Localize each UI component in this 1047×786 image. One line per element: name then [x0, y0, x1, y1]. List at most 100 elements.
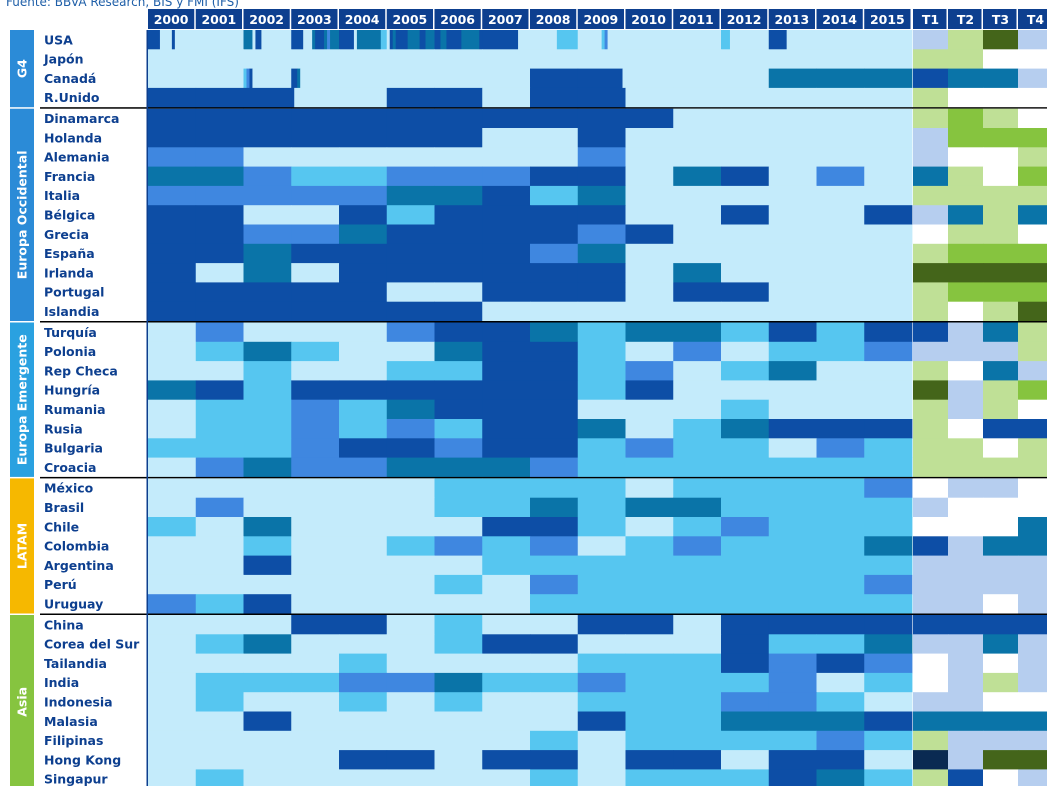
- heat-cell: [291, 301, 340, 322]
- heat-cell: [434, 128, 483, 148]
- heat-cell: [434, 594, 483, 614]
- quarter-cell: [913, 457, 949, 478]
- year-header-cell: [577, 9, 624, 29]
- heat-cell: [625, 730, 674, 751]
- heat-cell: [673, 361, 722, 381]
- year-header-cell: [243, 9, 290, 29]
- quarter-cell: [913, 399, 949, 420]
- heat-cell: [291, 380, 340, 401]
- heat-cell: [243, 399, 292, 420]
- heat-cell: [816, 224, 865, 245]
- quarter-cell: [913, 185, 949, 206]
- country-label: Alemania: [44, 150, 110, 165]
- heat-cell: [195, 49, 244, 69]
- quarter-cell: [913, 30, 949, 50]
- heat-cell: [195, 438, 244, 458]
- heat-cell: [601, 30, 606, 50]
- heat-cell: [864, 68, 913, 89]
- heat-cell: [577, 615, 626, 635]
- quarter-cell: [1018, 634, 1047, 654]
- heat-cell: [434, 497, 483, 518]
- heat-cell: [195, 692, 244, 712]
- heat-cell: [461, 30, 480, 50]
- country-label: Grecia: [44, 227, 89, 242]
- group-label: Europa Emergente: [15, 334, 30, 465]
- heat-cell: [482, 224, 531, 245]
- heat-cell: [386, 87, 435, 108]
- heat-cell: [148, 692, 197, 712]
- heat-cell: [252, 30, 256, 50]
- heat-cell: [673, 730, 722, 751]
- heat-cell: [864, 49, 913, 69]
- heat-cell: [816, 30, 865, 50]
- quarter-cell: [983, 653, 1019, 674]
- heat-cell: [386, 478, 435, 499]
- heat-cell: [434, 243, 483, 264]
- heat-cell: [195, 322, 244, 343]
- heat-cell: [148, 147, 197, 167]
- quarter-cell: [1018, 536, 1047, 556]
- heat-cell: [434, 322, 483, 343]
- heat-cell: [148, 711, 197, 732]
- heat-cell: [291, 692, 340, 712]
- heat-cell: [577, 692, 626, 712]
- quarter-cell: [1018, 224, 1047, 245]
- quarter-cell: [983, 224, 1019, 245]
- heat-cell: [816, 301, 865, 322]
- heat-cell: [864, 653, 913, 674]
- heat-cell: [482, 185, 531, 206]
- quarter-cell: [1018, 594, 1047, 614]
- heat-cell: [482, 301, 531, 322]
- heat-cell: [148, 536, 197, 556]
- heat-cell: [291, 419, 340, 439]
- country-label: Francia: [44, 169, 95, 184]
- heat-cell: [386, 672, 435, 693]
- heat-cell: [625, 692, 674, 712]
- heat-cell: [386, 322, 435, 343]
- quarter-cell: [983, 49, 1019, 69]
- heat-cell: [577, 361, 626, 381]
- quarter-cell: [948, 497, 984, 518]
- heat-cell: [339, 653, 388, 674]
- year-label: 2004: [345, 12, 380, 27]
- heat-cell: [577, 478, 626, 499]
- heat-cell: [482, 672, 531, 693]
- heat-cell: [195, 68, 244, 89]
- quarter-cell: [1018, 243, 1047, 264]
- heat-cell: [386, 692, 435, 712]
- quarter-cell: [983, 185, 1019, 206]
- quarter-cell: [913, 166, 949, 187]
- heat-cell: [243, 517, 292, 537]
- heat-cell: [768, 438, 817, 458]
- heat-cell: [673, 769, 722, 786]
- heat-cell: [195, 419, 244, 439]
- group-separator: [40, 107, 1047, 109]
- heat-cell: [148, 438, 197, 458]
- heat-cell: [434, 68, 483, 89]
- heat-cell: [577, 282, 626, 303]
- quarter-cell: [913, 730, 949, 751]
- country-label: Italia: [44, 188, 80, 203]
- year-label: 2005: [392, 12, 427, 27]
- heat-cell: [816, 108, 865, 129]
- heat-cell: [673, 438, 722, 458]
- heat-cell: [434, 263, 483, 283]
- quarter-cell: [948, 341, 984, 362]
- heat-cell: [721, 478, 770, 499]
- heat-cell: [864, 166, 913, 187]
- country-label: Portugal: [44, 285, 104, 300]
- heat-cell: [864, 692, 913, 712]
- heat-cell: [339, 87, 388, 108]
- heat-cell: [816, 147, 865, 167]
- group-label: Europa Occidental: [15, 151, 30, 280]
- heat-cell: [148, 517, 197, 537]
- heat-cell: [721, 185, 770, 206]
- heat-cell: [577, 574, 626, 595]
- heat-cell: [291, 517, 340, 537]
- heat-cell: [243, 574, 292, 595]
- heat-cell: [434, 615, 483, 635]
- heat-cell: [864, 322, 913, 343]
- heat-cell: [380, 30, 388, 50]
- quarter-cell: [948, 517, 984, 537]
- heat-cell: [577, 30, 603, 50]
